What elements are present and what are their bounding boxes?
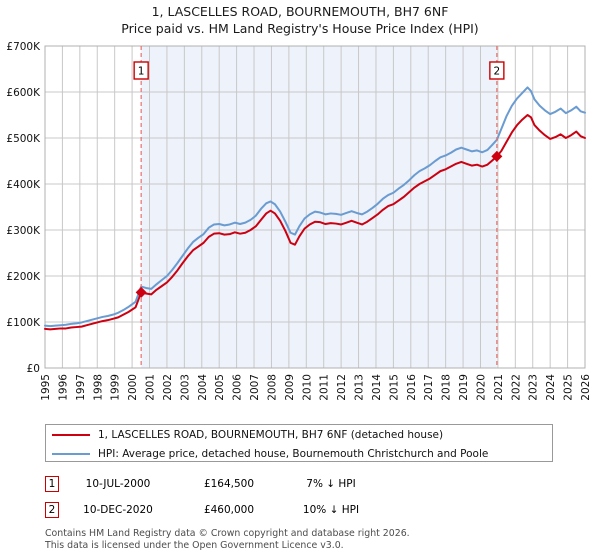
x-axis-tick-label: 2018 [441, 374, 453, 401]
footer-licence: This data is licensed under the Open Gov… [45, 539, 344, 551]
y-axis-tick-label: £300K [6, 225, 41, 237]
chart-legend: 1, LASCELLES ROAD, BOURNEMOUTH, BH7 6NF … [45, 424, 553, 462]
legend-item-hpi: HPI: Average price, detached house, Bour… [46, 444, 552, 463]
x-axis-tick-label: 2013 [354, 374, 366, 401]
x-axis-tick-label: 2001 [145, 374, 157, 401]
x-axis-tick-label: 2017 [423, 374, 435, 401]
x-axis-tick-label: 2026 [580, 374, 592, 401]
transaction-price: £164,500 [203, 478, 255, 490]
x-axis-tick-label: 2008 [266, 374, 278, 401]
legend-swatch-hpi [52, 452, 90, 455]
page-subtitle: Price paid vs. HM Land Registry's House … [121, 21, 479, 36]
transaction-index-badge: 1 [45, 476, 59, 492]
y-axis-tick-label: £600K [6, 87, 41, 99]
x-axis-tick-label: 2024 [545, 374, 557, 401]
legend-swatch-price-paid [52, 433, 90, 436]
attribution-footer: Contains HM Land Registry data © Crown c… [45, 528, 585, 551]
transaction-index-badge: 2 [45, 502, 59, 518]
transaction-marker-diamond[interactable] [135, 286, 147, 298]
transaction-hpi-delta: 7% ↓ HPI [306, 478, 356, 490]
x-axis-tick-label: 2020 [475, 374, 487, 401]
x-axis-tick-label: 1998 [92, 374, 104, 401]
x-axis-tick-label: 2005 [214, 374, 226, 401]
transaction-date: 10-JUL-2000 [85, 478, 151, 490]
transaction-marker-badge-label: 1 [138, 66, 145, 78]
transaction-hpi-delta: 10% ↓ HPI [302, 504, 360, 516]
ownership-span-shading [141, 46, 497, 368]
x-axis-tick-label: 2016 [406, 374, 418, 401]
y-axis-tick-label: £100K [6, 317, 41, 329]
x-axis-tick-label: 2014 [371, 374, 383, 401]
y-axis-tick-label: £200K [6, 271, 41, 283]
x-axis-tick-label: 2004 [197, 374, 209, 401]
x-axis-tick-label: 1999 [110, 374, 122, 401]
transaction-date: 10-DEC-2020 [83, 504, 153, 516]
x-axis-tick-label: 2000 [127, 374, 139, 401]
x-axis-tick-label: 1995 [40, 374, 52, 401]
x-axis-tick-label: 2011 [319, 374, 331, 401]
x-axis-tick-label: 1996 [57, 374, 69, 401]
footer-copyright: Contains HM Land Registry data © Crown c… [45, 528, 410, 539]
transaction-price: £460,000 [203, 504, 255, 516]
plot-area: 1995 1996 1997 1998 1999 2000 2001 2002 2003 2004… [6, 41, 592, 401]
y-axis-tick-label: £500K [6, 133, 41, 145]
page-title: 1, LASCELLES ROAD, BOURNEMOUTH, BH7 6NF [151, 4, 449, 19]
transaction-marker-diamond[interactable] [491, 150, 503, 162]
x-axis-tick-label: 2006 [232, 374, 244, 401]
x-axis-tick-label: 2022 [510, 374, 522, 401]
x-axis-tick-label: 2002 [162, 374, 174, 401]
transaction-marker-badge-label: 2 [494, 66, 501, 78]
legend-item-price-paid: 1, LASCELLES ROAD, BOURNEMOUTH, BH7 6NF … [46, 425, 552, 444]
x-axis-tick-label: 2009 [284, 374, 296, 401]
x-axis-tick-label: 2003 [179, 374, 191, 401]
legend-label-price-paid: 1, LASCELLES ROAD, BOURNEMOUTH, BH7 6NF … [98, 428, 444, 441]
transaction-marker-badge[interactable] [133, 61, 149, 80]
x-axis-tick-label: 1997 [75, 374, 87, 401]
x-axis-tick-label: 2023 [528, 374, 540, 401]
legend-label-hpi: HPI: Average price, detached house, Bour… [98, 447, 489, 460]
y-axis-tick-label: £0 [27, 363, 40, 375]
x-axis-tick-label: 2019 [458, 374, 470, 401]
transaction-marker-badge[interactable] [489, 61, 505, 80]
x-axis-tick-label: 2010 [301, 374, 313, 401]
x-axis-tick-label: 2021 [493, 374, 505, 401]
x-axis-tick-label: 2007 [249, 374, 261, 401]
table-row[interactable]: 2 10-DEC-2020 £460,000 10% ↓ HPI [45, 497, 565, 523]
chart-title-block: 1, LASCELLES ROAD, BOURNEMOUTH, BH7 6NF … [0, 3, 600, 37]
plot-border [44, 45, 586, 369]
x-axis-tick-label: 2025 [563, 374, 575, 401]
transactions-table: 1 10-JUL-2000 £164,500 7% ↓ HPI 2 10-DEC… [45, 471, 565, 523]
x-axis-tick-label: 2012 [336, 374, 348, 401]
y-axis-tick-label: £700K [6, 41, 41, 53]
table-row[interactable]: 1 10-JUL-2000 £164,500 7% ↓ HPI [45, 471, 565, 497]
x-axis-tick-label: 2015 [388, 374, 400, 401]
y-axis-tick-label: £400K [6, 179, 41, 191]
